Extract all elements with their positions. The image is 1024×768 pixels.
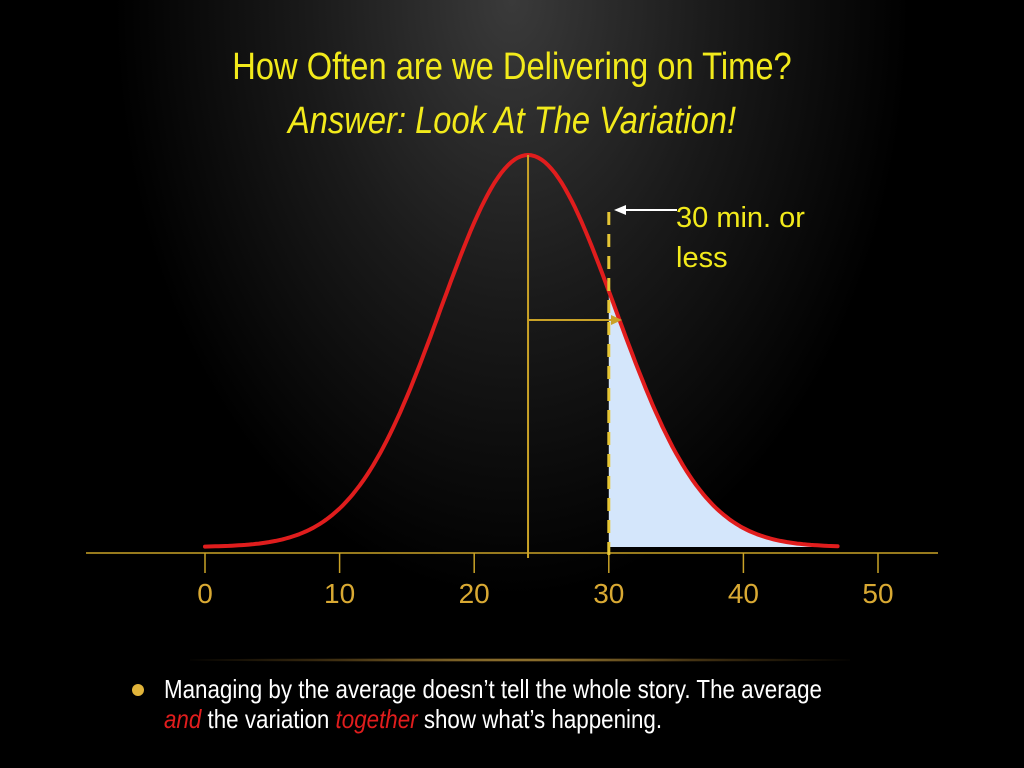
x-tick-label-30: 30 [593, 578, 624, 609]
callout-arrowhead [614, 205, 626, 215]
x-tick-label-10: 10 [324, 578, 355, 609]
bullet-emphasis-together: together [335, 704, 418, 734]
bullet-icon [132, 684, 144, 696]
slide-title: How Often are we Delivering on Time? [232, 46, 792, 88]
slide-subtitle: Answer: Look At The Variation! [287, 100, 737, 142]
x-tick-label-40: 40 [728, 578, 759, 609]
divider-line [190, 658, 850, 662]
x-tick-label-0: 0 [197, 578, 213, 609]
bullet-text: Managing by the average doesn’t tell the… [164, 674, 852, 734]
bullet-text-part1: Managing by the average doesn’t tell the… [164, 674, 822, 704]
spread-arrowhead [611, 315, 622, 325]
bullet-text-part3: show what’s happening. [417, 704, 663, 734]
bullet-text-part2: the variation [201, 704, 336, 734]
normal-curve [203, 153, 840, 549]
x-tick-label-20: 20 [459, 578, 490, 609]
bullet-emphasis-and: and [164, 704, 202, 734]
shaded-area [608, 291, 838, 547]
threshold-callout: 30 min. or less [676, 202, 805, 274]
x-tick-label-50: 50 [862, 578, 893, 609]
